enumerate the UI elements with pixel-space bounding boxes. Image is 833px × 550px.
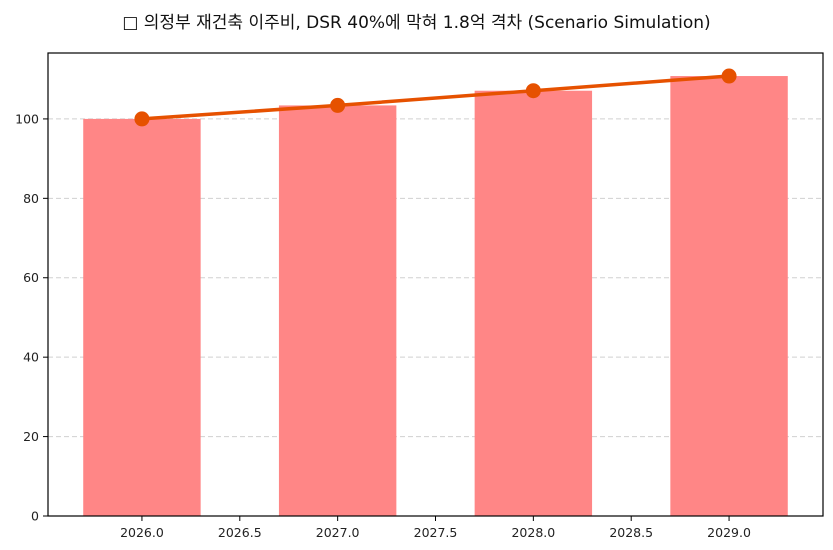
line-series (134, 68, 737, 127)
data-point-marker (525, 83, 541, 99)
bar (83, 118, 201, 516)
x-tick-label: 2026.5 (218, 525, 262, 540)
bar-series (83, 76, 788, 516)
data-point-marker (330, 97, 346, 113)
trend-line (141, 74, 730, 121)
x-tick-label: 2027.0 (316, 525, 360, 540)
y-axis: 0 20 40 60 80 100 (15, 111, 48, 524)
x-axis: 2026.0 2026.5 2027.0 2027.5 2028.0 2028.5 2029… (120, 516, 751, 540)
x-tick-label: 2028.0 (511, 525, 555, 540)
data-point-marker (134, 111, 150, 127)
x-tick-label: 2028.5 (609, 525, 653, 540)
y-tick-label: 20 (23, 429, 39, 444)
y-tick-label: 40 (23, 350, 39, 365)
bar (474, 90, 593, 516)
x-tick-label: 2027.5 (414, 525, 458, 540)
y-tick-label: 100 (15, 111, 39, 126)
x-tick-label: 2029.0 (707, 525, 751, 540)
y-tick-label: 0 (31, 509, 39, 524)
bar (670, 76, 788, 516)
bar (278, 105, 397, 516)
chart-title: □ 의정부 재건축 이주비, DSR 40%에 막혀 1.8억 격차 (Scen… (122, 13, 711, 33)
y-tick-label: 60 (23, 270, 39, 285)
data-point-marker (721, 68, 737, 84)
y-tick-label: 80 (23, 191, 39, 206)
x-tick-label: 2026.0 (120, 525, 164, 540)
